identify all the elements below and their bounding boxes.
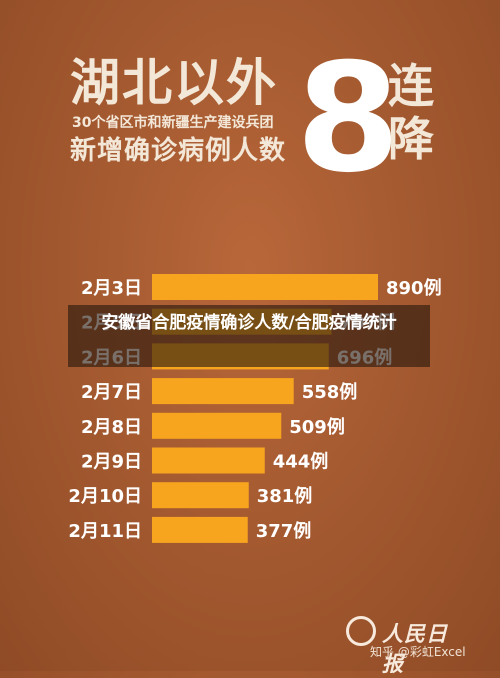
value-label: 509例	[289, 416, 345, 438]
bar	[152, 274, 378, 300]
bar	[152, 378, 294, 405]
category-label: 2月8日	[81, 417, 142, 438]
bar	[152, 516, 248, 543]
category-label: 2月9日	[81, 452, 142, 473]
category-label: 2月3日	[81, 278, 142, 299]
category-label: 2月10日	[68, 486, 142, 507]
category-label: 2月7日	[81, 382, 142, 403]
chart-title-line3: 新增确诊病例人数	[70, 136, 287, 166]
bar	[152, 482, 249, 509]
vertical-title: 连降	[388, 59, 434, 166]
bar	[152, 412, 282, 439]
value-label: 377例	[256, 520, 312, 542]
watermark: 知乎 @彩虹Excel	[370, 645, 466, 659]
logo-text: 人民日报	[382, 622, 448, 676]
chart-title: 湖北以外	[70, 54, 278, 112]
value-label: 381例	[257, 485, 313, 507]
overlay-banner	[68, 305, 430, 367]
category-label: 2月11日	[68, 521, 142, 542]
overlay-caption: 安徽省合肥疫情确诊人数/合肥疫情统计	[101, 313, 397, 333]
chart-subtitle: 30个省区市和新疆生产建设兵团	[72, 115, 274, 131]
value-label: 444例	[273, 451, 329, 473]
value-label: 890例	[386, 277, 442, 299]
logo-circle-icon	[346, 616, 376, 646]
big-number: 8	[296, 32, 401, 206]
value-label: 558例	[302, 381, 358, 403]
bar	[152, 447, 265, 474]
peoples-daily-logo: 人民日报	[346, 614, 464, 676]
